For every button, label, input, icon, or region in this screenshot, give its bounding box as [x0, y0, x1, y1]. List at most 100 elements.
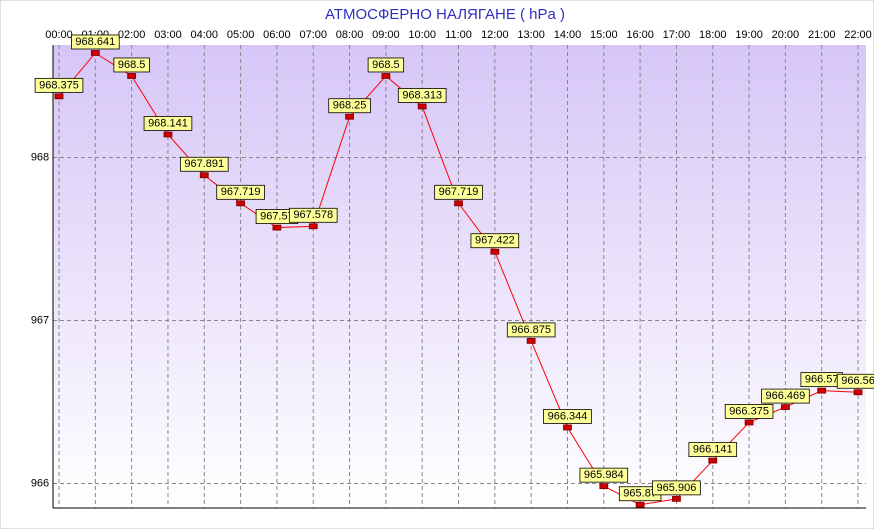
marker — [708, 457, 718, 464]
data-label-box — [71, 34, 120, 50]
x-tick-label: 12:00 — [481, 29, 509, 41]
data-label-text: 966.375 — [729, 405, 769, 417]
marker — [744, 419, 754, 426]
x-tick-label: 04:00 — [191, 29, 219, 41]
data-label: 968.5 — [367, 57, 405, 73]
marker — [526, 337, 536, 344]
data-label-text: 967.57 — [260, 210, 294, 222]
data-label: 965.87 — [618, 486, 662, 502]
marker — [454, 200, 463, 207]
y-tick-label: 966 — [31, 477, 49, 489]
data-label: 967.422 — [470, 233, 520, 249]
data-label-text: 966.57 — [805, 374, 839, 386]
data-label: 966.57 — [800, 372, 843, 388]
x-tick-label: 18:00 — [699, 29, 727, 41]
data-label-text: 968.313 — [402, 89, 442, 101]
data-label-box — [143, 116, 193, 131]
data-label: 968.141 — [143, 116, 193, 131]
y-tick-label: 967 — [31, 314, 49, 326]
data-label-text: 967.891 — [184, 158, 224, 170]
x-tick-label: 21:00 — [808, 29, 836, 41]
plot-area — [53, 45, 866, 508]
data-label-text: 965.984 — [584, 469, 624, 481]
data-label: 966.141 — [688, 442, 738, 457]
data-label: 968.313 — [397, 88, 447, 103]
data-label-text: 968.375 — [39, 79, 79, 91]
marker — [672, 495, 681, 502]
data-label-text: 968.5 — [118, 59, 146, 71]
data-label: 966.875 — [506, 322, 556, 338]
marker — [272, 224, 282, 231]
data-label-text: 966.469 — [766, 390, 806, 402]
data-label-box — [216, 184, 265, 200]
data-label-box — [179, 156, 229, 172]
data-label-text: 967.719 — [221, 186, 261, 198]
data-label-text: 967.578 — [293, 209, 333, 221]
marker — [345, 113, 354, 120]
marker — [54, 93, 64, 100]
x-tick-label: 10:00 — [408, 29, 436, 41]
data-label-box — [579, 467, 629, 483]
data-label-text: 966.875 — [511, 324, 551, 336]
data-label-text: 966.141 — [693, 443, 733, 455]
data-label: 967.57 — [255, 209, 299, 224]
marker — [127, 73, 137, 79]
data-label-text: 966.56 — [841, 375, 874, 387]
data-label-text: 967.422 — [475, 235, 515, 247]
x-tick-label: 15:00 — [590, 29, 618, 41]
data-label-text: 968.25 — [333, 100, 367, 112]
data-label-box — [434, 184, 483, 200]
marker — [417, 103, 427, 110]
x-tick-label: 13:00 — [517, 29, 545, 41]
data-label-text: 968.141 — [148, 117, 188, 129]
marker — [236, 200, 246, 207]
data-label-box — [652, 480, 701, 496]
data-label: 966.469 — [761, 388, 810, 404]
x-tick-label: 20:00 — [772, 29, 800, 41]
marker — [90, 50, 100, 56]
x-tick-label: 19:00 — [735, 29, 763, 41]
data-label-box — [34, 77, 84, 93]
data-label: 965.984 — [579, 467, 629, 483]
data-label-text: 968.641 — [75, 36, 115, 48]
marker — [308, 223, 318, 230]
chart-title: АТМОСФЕРНО НАЛЯГАНЕ ( hPa ) — [325, 6, 565, 23]
data-label: 968.25 — [328, 98, 371, 114]
x-tick-label: 00:00 — [45, 29, 73, 41]
data-label: 968.5 — [113, 57, 150, 73]
data-label-box — [113, 57, 150, 73]
x-tick-label: 14:00 — [554, 29, 582, 41]
x-tick-label: 05:00 — [227, 29, 255, 41]
marker — [781, 404, 790, 410]
data-label-box — [328, 98, 371, 114]
data-label-box — [367, 57, 405, 73]
data-label-text: 967.719 — [439, 186, 479, 198]
data-label-box — [836, 373, 874, 389]
data-label: 967.719 — [216, 184, 265, 200]
data-label: 967.719 — [434, 184, 483, 200]
marker — [853, 389, 863, 396]
marker — [599, 483, 609, 490]
x-tick-label: 09:00 — [372, 29, 400, 41]
y-tick-label: 968 — [31, 151, 49, 163]
marker — [381, 73, 391, 79]
data-label-box — [470, 233, 520, 249]
x-tick-label: 11:00 — [445, 29, 472, 41]
data-label-text: 965.87 — [623, 488, 657, 500]
data-label-box — [288, 207, 338, 223]
data-label: 965.906 — [652, 480, 701, 496]
data-label: 967.891 — [179, 156, 229, 172]
marker — [490, 248, 500, 255]
data-label: 967.578 — [288, 207, 338, 223]
data-label: 966.375 — [724, 404, 774, 419]
x-tick-label: 16:00 — [626, 29, 654, 41]
data-label: 968.641 — [71, 34, 120, 50]
x-tick-label: 03:00 — [154, 29, 182, 41]
marker — [817, 387, 827, 394]
x-tick-label: 08:00 — [336, 29, 364, 41]
marker — [163, 131, 173, 138]
data-label-text: 968.5 — [372, 59, 400, 71]
data-label-box — [724, 404, 774, 419]
data-label-box — [543, 409, 592, 424]
